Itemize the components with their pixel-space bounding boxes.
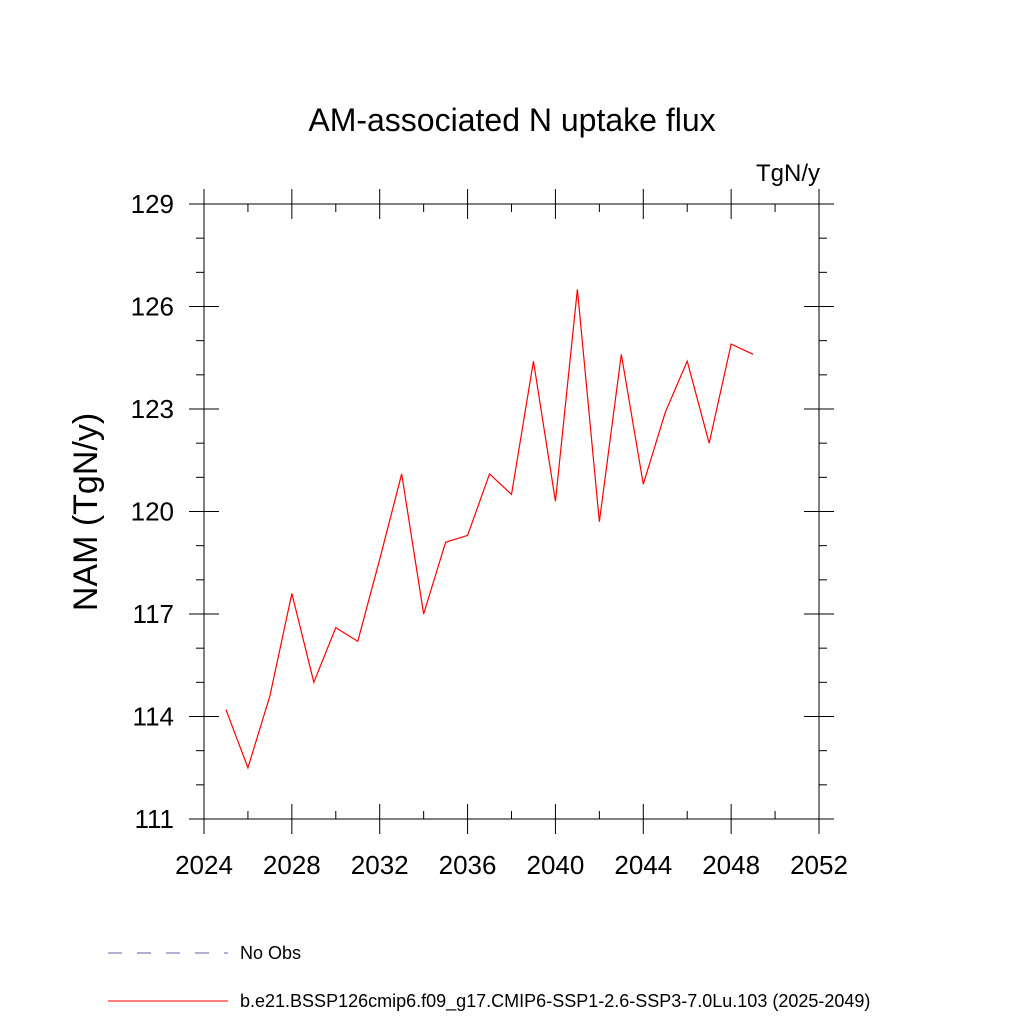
x-tick-label: 2052 — [790, 850, 848, 880]
y-axis-label: NAM (TgN/y) — [67, 413, 105, 611]
y-tick-label: 126 — [131, 292, 174, 322]
x-tick-label: 2028 — [263, 850, 321, 880]
x-tick-label: 2024 — [175, 850, 233, 880]
legend-label-model-run: b.e21.BSSP126cmip6.f09_g17.CMIP6-SSP1-2.… — [240, 991, 870, 1012]
plot-frame — [203, 203, 820, 820]
legend: No Obs b.e21.BSSP126cmip6.f09_g17.CMIP6-… — [108, 943, 870, 1012]
series-layer — [225, 289, 754, 770]
y-tick-label: 120 — [131, 497, 174, 527]
x-tick-label: 2048 — [702, 850, 760, 880]
x-tick-label: 2040 — [527, 850, 585, 880]
units-label: TgN/y — [756, 160, 820, 187]
y-tick-label: 117 — [133, 599, 174, 629]
y-tick-label: 111 — [134, 804, 174, 834]
y-tick-label: 129 — [131, 189, 174, 219]
x-tick-label: 2036 — [439, 850, 497, 880]
series-line-0 — [225, 289, 754, 770]
y-tick-label: 123 — [131, 394, 174, 424]
chart-title: AM-associated N uptake flux — [308, 102, 715, 138]
y-tick-label: 114 — [133, 702, 174, 732]
legend-label-no-obs: No Obs — [240, 943, 301, 963]
x-tick-label: 2032 — [351, 850, 409, 880]
axis-ticks — [189, 189, 834, 834]
x-tick-label: 2044 — [614, 850, 672, 880]
axis-tick-labels: 2024 2028 2032 2036 2040 2044 2048 2052 111 114 11… — [131, 189, 848, 880]
